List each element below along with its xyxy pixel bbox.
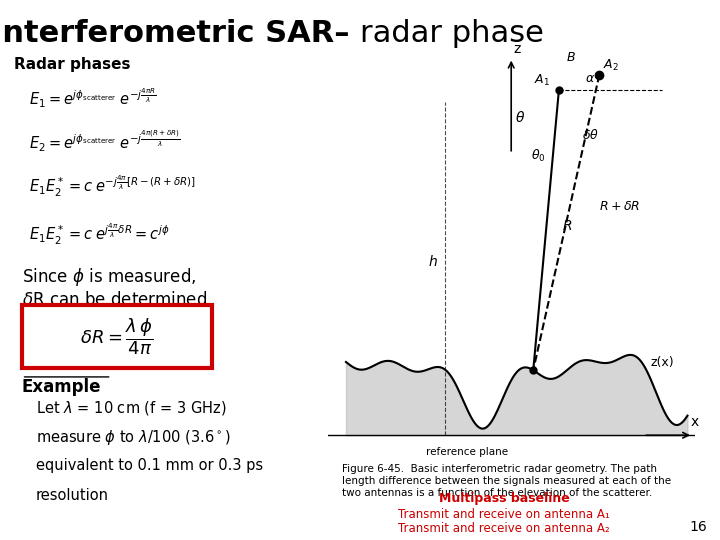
Text: $\delta\theta$: $\delta\theta$ (582, 128, 598, 142)
Text: Radar phases: Radar phases (14, 57, 131, 72)
Text: $B$: $B$ (566, 51, 575, 64)
Text: Transmit and receive on antenna A₁: Transmit and receive on antenna A₁ (398, 508, 610, 521)
Text: 16: 16 (689, 519, 707, 534)
Text: Let $\lambda$ = 10 cm (f = 3 GHz): Let $\lambda$ = 10 cm (f = 3 GHz) (36, 399, 227, 416)
Text: Figure 6-45.  Basic interferometric radar geometry. The path
length difference b: Figure 6-45. Basic interferometric radar… (342, 464, 671, 497)
Text: $R+\delta R$: $R+\delta R$ (599, 200, 641, 213)
Text: $\delta R = \dfrac{\lambda\,\phi}{4\pi}$: $\delta R = \dfrac{\lambda\,\phi}{4\pi}$ (81, 316, 153, 357)
Text: $\theta_0$: $\theta_0$ (531, 148, 546, 164)
Text: reference plane: reference plane (426, 447, 508, 457)
Text: Transmit and receive on antenna A₂: Transmit and receive on antenna A₂ (398, 522, 610, 535)
Text: z(x): z(x) (651, 356, 675, 369)
Text: $\theta$: $\theta$ (516, 110, 526, 125)
Text: Multipass baseline: Multipass baseline (438, 492, 570, 505)
Text: radar phase: radar phase (360, 19, 544, 48)
Text: Since $\phi$ is measured,: Since $\phi$ is measured, (22, 266, 196, 288)
Text: R: R (562, 219, 572, 233)
Text: $E_1 = e^{j\phi_{\mathrm{scatterer}}} \; e^{-j\frac{4\pi R}{\lambda}}$: $E_1 = e^{j\phi_{\mathrm{scatterer}}} \;… (29, 86, 156, 110)
Text: $E_2 = e^{j\phi_{\mathrm{scatterer}}} \; e^{-j\frac{4\pi(R+\delta R)}{\lambda}}$: $E_2 = e^{j\phi_{\mathrm{scatterer}}} \;… (29, 129, 180, 153)
Text: h: h (429, 255, 438, 269)
Text: $E_1 E_2^* = c \; e^{-j\frac{4\pi}{\lambda}[R-(R+\delta R)]}$: $E_1 E_2^* = c \; e^{-j\frac{4\pi}{\lamb… (29, 174, 196, 199)
Text: $\alpha$: $\alpha$ (585, 72, 595, 85)
Text: $\delta$R can be determined: $\delta$R can be determined (22, 291, 207, 308)
Text: z: z (513, 43, 521, 56)
Text: $A_2$: $A_2$ (603, 58, 618, 72)
Text: $E_1 E_2^* = c \; e^{j\frac{4\pi}{\lambda}\delta R} = c^{j\phi}$: $E_1 E_2^* = c \; e^{j\frac{4\pi}{\lambd… (29, 221, 169, 247)
Text: measure $\phi$ to $\lambda$/100 (3.6$^\circ$): measure $\phi$ to $\lambda$/100 (3.6$^\c… (36, 428, 231, 447)
Text: equivalent to 0.1 mm or 0.3 ps: equivalent to 0.1 mm or 0.3 ps (36, 458, 263, 473)
Text: Interferometric SAR–: Interferometric SAR– (0, 19, 360, 48)
Text: x: x (690, 415, 698, 429)
FancyBboxPatch shape (22, 305, 212, 368)
Text: resolution: resolution (36, 488, 109, 503)
Text: $A_1$: $A_1$ (534, 72, 550, 87)
Text: Example: Example (22, 378, 101, 396)
